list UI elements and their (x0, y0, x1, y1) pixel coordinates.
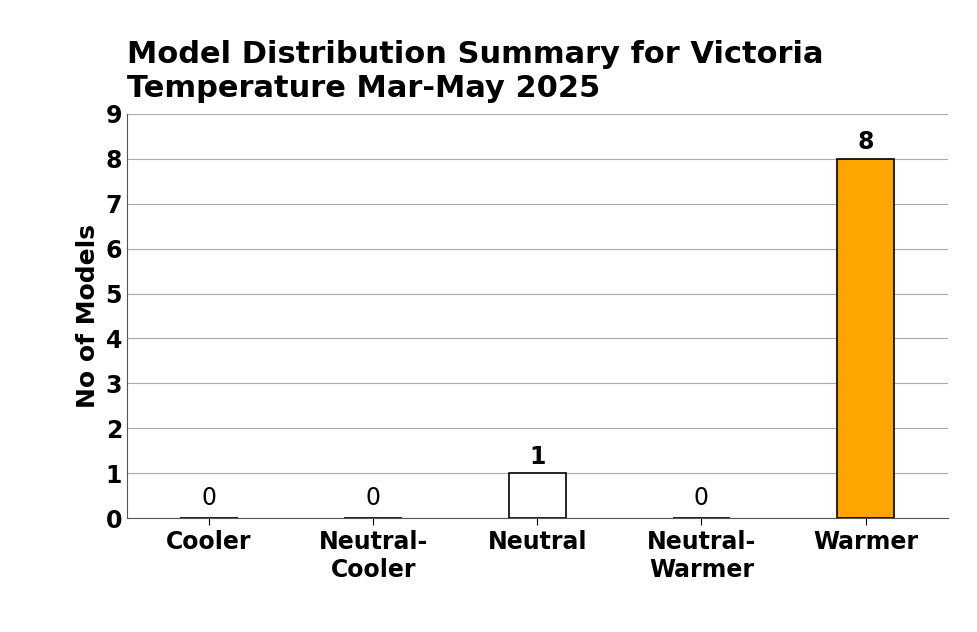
Text: 0: 0 (694, 486, 709, 510)
Text: 0: 0 (365, 486, 381, 510)
Y-axis label: No of Models: No of Models (76, 224, 100, 408)
Text: 1: 1 (530, 445, 545, 469)
Text: Model Distribution Summary for Victoria
Temperature Mar-May 2025: Model Distribution Summary for Victoria … (127, 40, 824, 103)
Bar (837, 159, 894, 518)
Text: 8: 8 (858, 130, 873, 154)
Text: 0: 0 (201, 486, 217, 510)
Bar (509, 473, 566, 518)
